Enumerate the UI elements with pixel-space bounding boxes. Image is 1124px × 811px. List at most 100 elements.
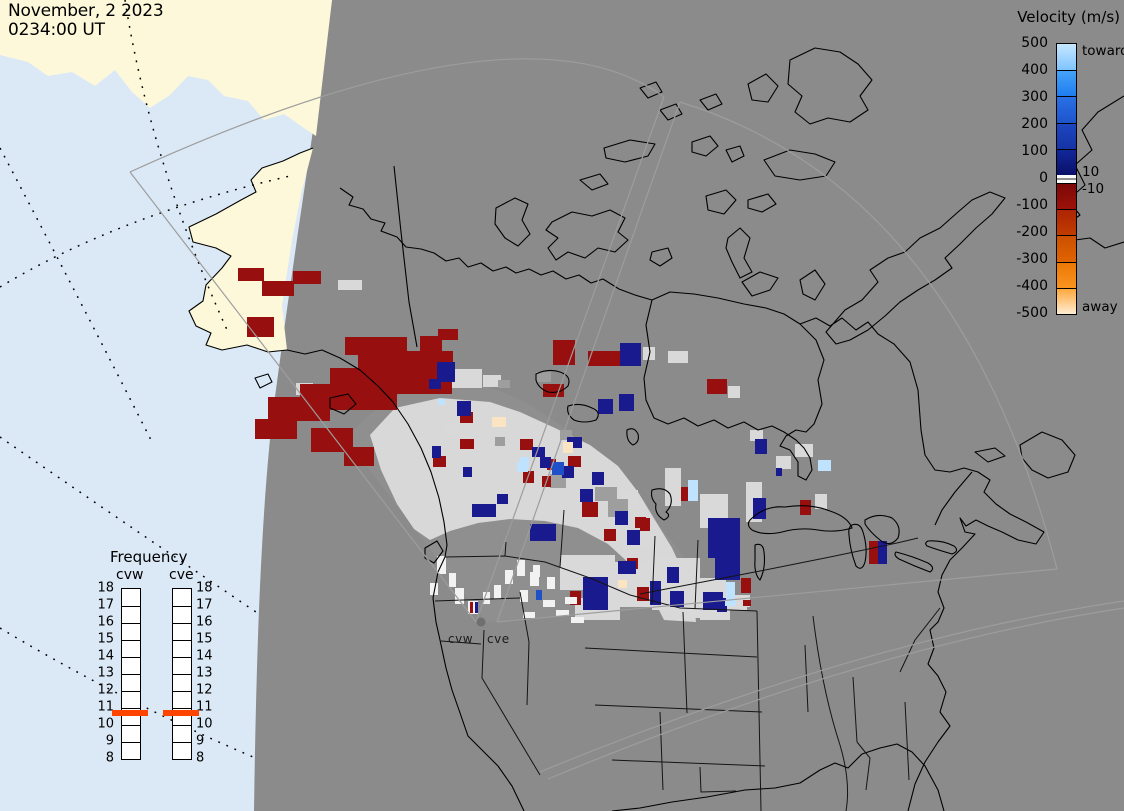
frequency-tick-east-12: 12 — [196, 682, 213, 698]
velocity-cell — [665, 468, 681, 506]
velocity-cell — [598, 399, 613, 414]
velocity-cell — [568, 456, 581, 467]
velocity-cell — [588, 351, 622, 366]
frequency-tick-east-15: 15 — [196, 631, 213, 647]
velocity-cell — [255, 419, 297, 439]
velocity-cell — [452, 369, 482, 388]
frequency-tick-west-12: 12 — [97, 682, 114, 698]
ladder-rung — [122, 725, 140, 726]
pos-threshold-label: 10 — [1082, 164, 1100, 180]
velocity-cell — [533, 565, 540, 577]
velocity-cell — [547, 459, 556, 470]
ladder-rung — [122, 691, 140, 692]
frequency-tick-east-17: 17 — [196, 597, 213, 613]
velocity-cell — [725, 600, 736, 606]
velocity-cell — [433, 456, 446, 467]
frequency-tick-west-14: 14 — [97, 648, 114, 664]
velocity-cell — [483, 375, 501, 387]
velocity-cell — [438, 399, 445, 405]
velocity-cell — [429, 379, 441, 389]
colorbar-segment-toward-2 — [1057, 96, 1076, 123]
velocity-cell — [437, 362, 455, 382]
colorbar-tick-200: 200 — [1021, 116, 1048, 132]
ladder-rung — [173, 725, 191, 726]
political-borders — [434, 509, 941, 811]
velocity-cell — [457, 401, 471, 416]
velocity-cell — [708, 518, 740, 558]
velocity-cell — [532, 447, 545, 457]
date-time-block: November, 2 2023 0234:00 UT — [8, 2, 164, 40]
map-radar-label-cvw: cvw — [448, 632, 474, 646]
velocity-cell — [627, 530, 640, 545]
velocity-cell — [497, 494, 508, 504]
velocity-cell — [483, 592, 490, 604]
frequency-tick-east-18: 18 — [196, 580, 213, 596]
velocity-cell — [640, 532, 650, 546]
colorbar-tick-500: 500 — [1021, 35, 1048, 51]
velocity-cell — [498, 380, 510, 388]
velocity-cell — [567, 437, 582, 448]
colorbar-tick-0: 0 — [1039, 170, 1048, 186]
velocity-cell — [776, 468, 782, 476]
velocity-cell — [795, 444, 813, 457]
colorbar-segment-toward-4 — [1057, 148, 1076, 175]
frequency-panel-title: Frequency — [110, 548, 188, 566]
velocity-cell — [755, 439, 767, 454]
velocity-cell — [543, 384, 564, 397]
velocity-cell — [592, 472, 604, 485]
velocity-cell — [717, 598, 727, 612]
ladder-rung — [173, 606, 191, 607]
velocity-cell — [741, 578, 751, 593]
frequency-tick-east-8: 8 — [196, 750, 205, 766]
velocity-cell — [582, 502, 598, 517]
frequency-tick-east-11: 11 — [196, 699, 213, 715]
velocity-cell — [430, 583, 438, 595]
velocity-cell — [520, 439, 533, 450]
frequency-tick-west-18: 18 — [97, 580, 114, 596]
velocity-cell — [460, 439, 474, 449]
frequency-col-east-label: cve — [169, 567, 194, 583]
velocity-cell — [753, 498, 766, 519]
velocity-cell — [517, 462, 528, 472]
velocity-cell — [618, 561, 636, 574]
velocity-cell — [238, 268, 264, 281]
velocity-cell — [869, 541, 878, 564]
velocity-cell — [460, 412, 473, 423]
velocity-cell — [547, 577, 555, 589]
velocity-cell — [563, 442, 573, 453]
frequency-tick-east-14: 14 — [196, 648, 213, 664]
velocity-cell — [565, 597, 577, 604]
velocity-cell — [530, 572, 539, 586]
velocity-data-cells — [238, 268, 887, 623]
ladder-rung — [122, 674, 140, 675]
velocity-cell — [536, 590, 542, 600]
frequency-tick-east-10: 10 — [196, 716, 213, 732]
colorbar-segment-away-4 — [1057, 287, 1076, 314]
toward-label: toward — [1082, 43, 1124, 59]
velocity-cell — [552, 462, 564, 475]
frequency-marker-cve — [163, 709, 199, 716]
velocity-legend-title: Velocity (m/s) — [1017, 8, 1120, 26]
velocity-cell — [619, 394, 634, 411]
colorbar-segment-away-0 — [1057, 183, 1076, 210]
ladder-rung — [173, 623, 191, 624]
velocity-cell — [553, 340, 575, 365]
frequency-tick-west-16: 16 — [97, 614, 114, 630]
colorbar-segment-away-3 — [1057, 261, 1076, 288]
radar-fov-lines — [129, 58, 1124, 780]
velocity-cell — [338, 280, 362, 290]
neg-threshold-label: -10 — [1082, 181, 1105, 197]
frequency-ladder-cve — [172, 588, 192, 760]
ladder-rung — [122, 742, 140, 743]
colorbar-segment-toward-0 — [1057, 44, 1076, 71]
velocity-cell — [420, 367, 431, 381]
frequency-tick-east-9: 9 — [196, 733, 205, 749]
velocity-cell — [523, 612, 535, 618]
velocity-cell — [640, 518, 650, 531]
ladder-rung — [173, 691, 191, 692]
ladder-rung — [173, 657, 191, 658]
velocity-cell — [420, 336, 442, 354]
velocity-cell — [540, 457, 551, 468]
frequency-tick-west-9: 9 — [105, 733, 114, 749]
